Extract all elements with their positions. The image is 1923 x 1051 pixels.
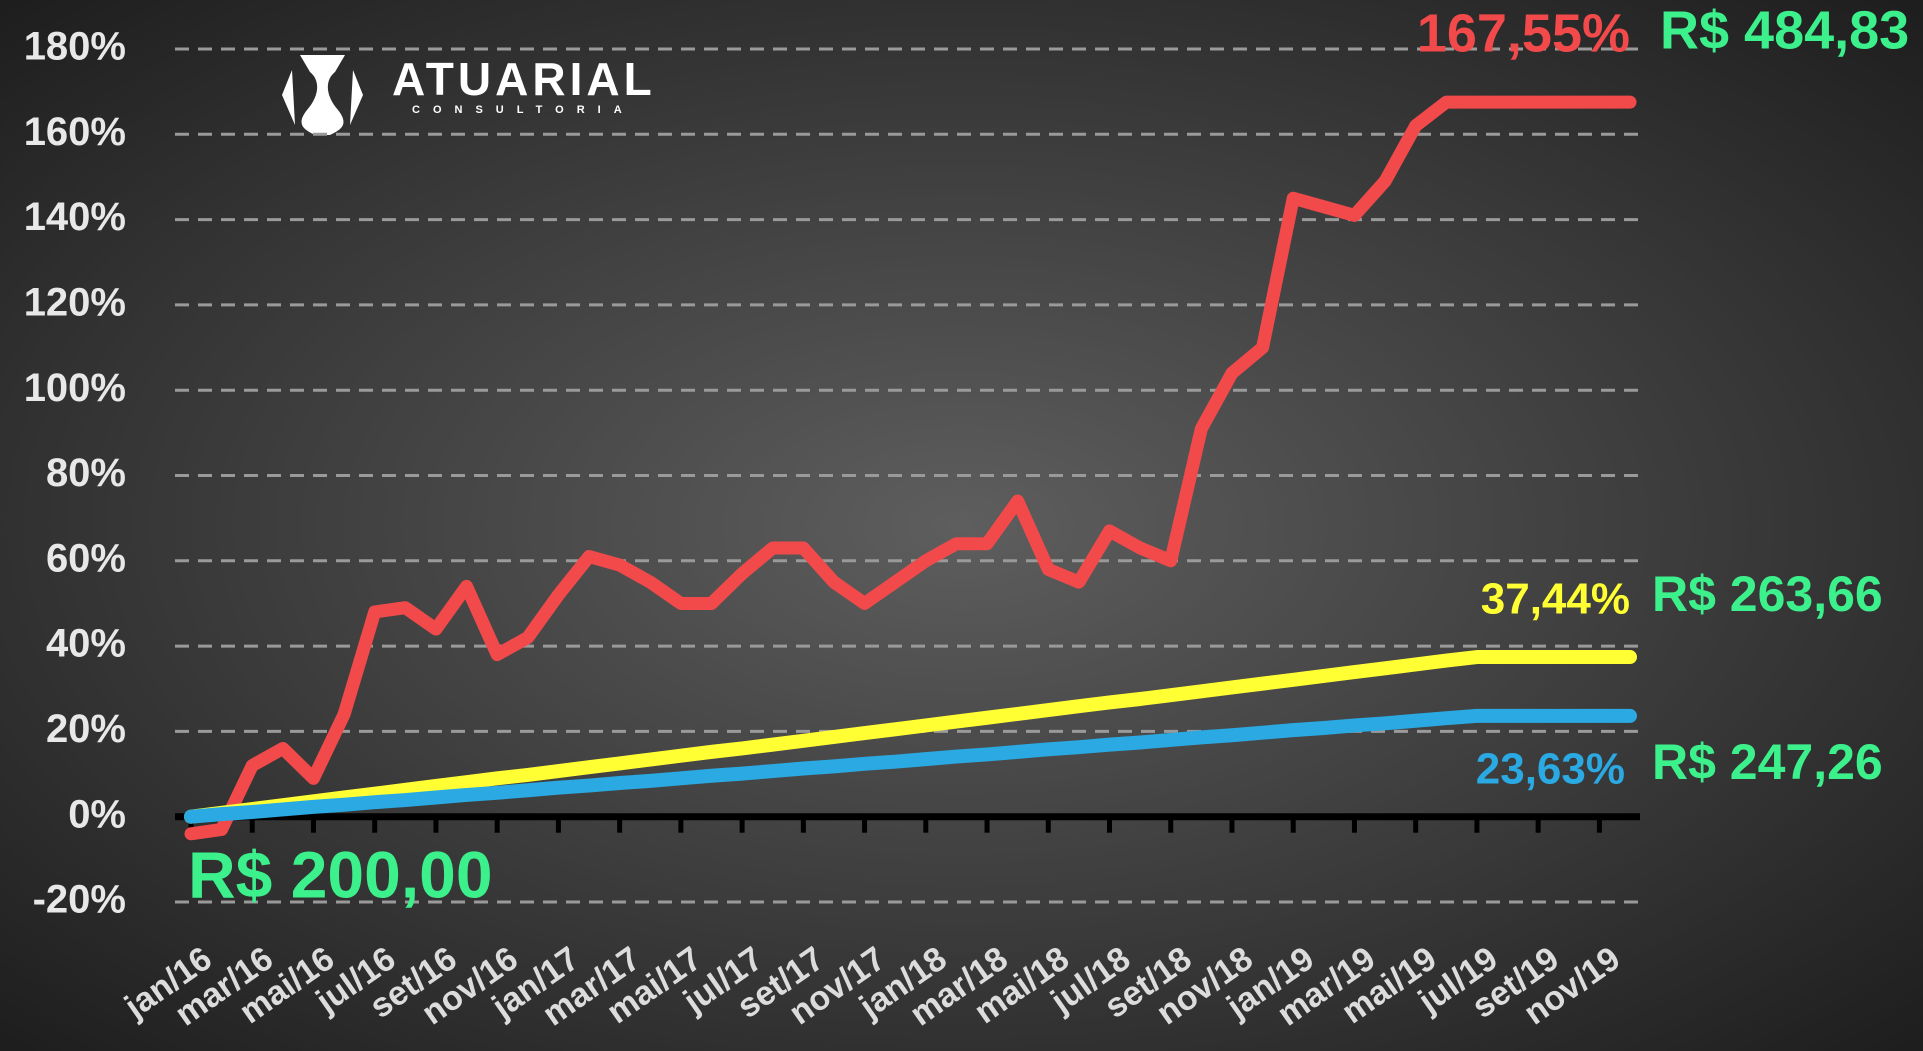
annotation: R$ 247,26 bbox=[1652, 734, 1883, 790]
y-tick-label: 40% bbox=[46, 622, 126, 666]
annotation: R$ 484,83 bbox=[1660, 0, 1909, 60]
y-tick-label: 180% bbox=[24, 25, 126, 69]
series-line bbox=[184, 650, 1637, 824]
annotation: 23,63% bbox=[1476, 745, 1625, 794]
annotation: 167,55% bbox=[1417, 3, 1630, 63]
annotation: R$ 200,00 bbox=[188, 837, 493, 911]
annotation: R$ 263,66 bbox=[1652, 566, 1883, 622]
y-tick-label: 80% bbox=[46, 451, 126, 495]
logo-icon bbox=[300, 55, 345, 135]
logo-title: ATUARIAL bbox=[392, 53, 656, 105]
y-tick-label: 160% bbox=[24, 110, 126, 154]
y-tick-label: 100% bbox=[24, 366, 126, 410]
series-line bbox=[184, 708, 1637, 824]
y-tick-label: 120% bbox=[24, 280, 126, 324]
y-tick-label: 0% bbox=[68, 792, 126, 836]
logo-subtitle: CONSULTORIA bbox=[412, 104, 635, 116]
y-tick-label: 140% bbox=[24, 195, 126, 239]
y-tick-label: -20% bbox=[33, 878, 126, 922]
y-tick-label: 20% bbox=[46, 707, 126, 751]
logo: ATUARIAL CONSULTORIA bbox=[282, 53, 656, 135]
annotation: 37,44% bbox=[1481, 575, 1630, 624]
logo-icon-wing bbox=[282, 70, 363, 125]
series-line bbox=[184, 95, 1637, 841]
y-tick-label: 60% bbox=[46, 536, 126, 580]
